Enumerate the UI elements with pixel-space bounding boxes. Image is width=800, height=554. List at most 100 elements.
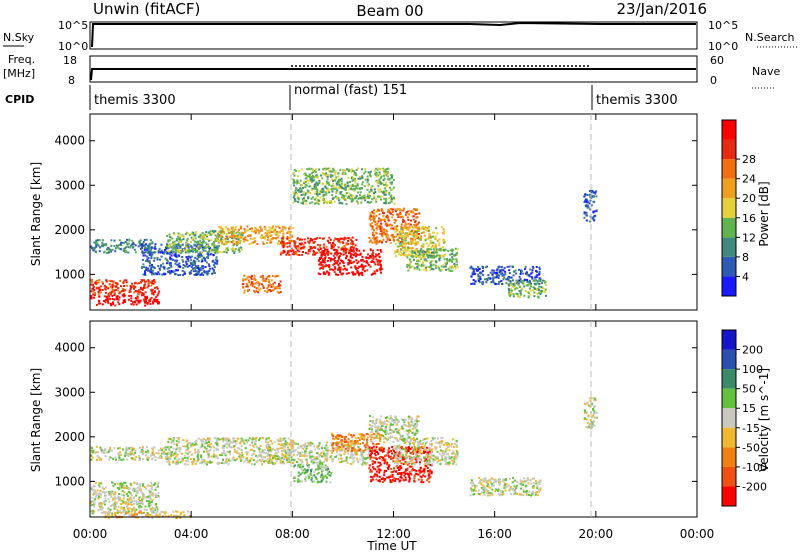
range-cell bbox=[413, 266, 416, 269]
range-cell bbox=[384, 223, 387, 226]
range-cell bbox=[408, 227, 411, 230]
range-cell bbox=[147, 489, 150, 492]
range-cell bbox=[153, 257, 156, 260]
range-cell bbox=[317, 259, 320, 262]
range-cell bbox=[332, 182, 335, 185]
range-cell bbox=[157, 302, 159, 305]
range-cell bbox=[275, 233, 278, 236]
range-cell bbox=[174, 252, 177, 255]
range-cell bbox=[209, 267, 212, 270]
range-cell bbox=[316, 199, 319, 202]
range-cell bbox=[429, 239, 432, 242]
range-cell bbox=[124, 449, 127, 452]
range-cell bbox=[154, 494, 157, 497]
range-cell bbox=[380, 195, 383, 198]
range-cell bbox=[198, 243, 201, 246]
range-cell bbox=[302, 197, 305, 200]
range-cell bbox=[272, 285, 275, 288]
range-cell bbox=[394, 250, 397, 253]
range-cell bbox=[401, 209, 404, 212]
range-cell bbox=[144, 270, 146, 273]
range-cell bbox=[206, 238, 209, 241]
range-cell bbox=[383, 193, 386, 196]
range-cell bbox=[201, 236, 204, 239]
range-cell bbox=[395, 226, 397, 229]
range-cell bbox=[366, 201, 369, 204]
range-cell bbox=[231, 231, 234, 233]
range-cell bbox=[150, 503, 153, 506]
range-cell bbox=[195, 443, 198, 446]
range-cell bbox=[141, 503, 144, 505]
range-cell bbox=[269, 461, 272, 464]
range-cell bbox=[500, 265, 503, 268]
range-cell bbox=[308, 242, 311, 245]
range-cell bbox=[369, 211, 372, 214]
range-cell bbox=[95, 244, 98, 247]
range-cell bbox=[395, 235, 398, 238]
range-cell bbox=[342, 272, 345, 275]
range-cell bbox=[341, 186, 344, 189]
range-cell bbox=[121, 294, 124, 297]
range-cell bbox=[296, 195, 299, 198]
range-cell bbox=[403, 225, 406, 228]
range-cell bbox=[396, 238, 399, 241]
range-cell bbox=[430, 267, 433, 270]
range-cell bbox=[182, 274, 184, 277]
range-cell bbox=[193, 458, 196, 461]
range-cell bbox=[339, 179, 342, 182]
range-cell bbox=[356, 184, 359, 187]
range-cell bbox=[371, 227, 374, 230]
range-cell bbox=[267, 461, 270, 464]
range-cell bbox=[432, 248, 435, 251]
range-cell bbox=[383, 183, 385, 186]
range-cell bbox=[270, 238, 273, 241]
range-cell bbox=[491, 269, 494, 272]
range-cell bbox=[189, 442, 192, 445]
range-cell bbox=[203, 458, 205, 461]
range-cell bbox=[173, 452, 176, 455]
range-cell bbox=[131, 284, 134, 287]
range-cell bbox=[537, 296, 540, 299]
range-cell bbox=[94, 498, 97, 501]
range-cell bbox=[405, 249, 408, 252]
range-cell bbox=[103, 488, 106, 490]
range-cell bbox=[433, 249, 436, 252]
range-cell bbox=[169, 256, 172, 259]
range-cell bbox=[349, 456, 352, 459]
range-cell bbox=[296, 179, 299, 182]
range-cell bbox=[143, 285, 146, 288]
range-cell bbox=[376, 224, 379, 227]
range-cell bbox=[231, 458, 234, 461]
range-cell bbox=[112, 281, 115, 284]
range-cell bbox=[107, 293, 110, 295]
range-cell bbox=[323, 271, 326, 274]
range-cell bbox=[521, 287, 523, 290]
range-cell bbox=[135, 482, 138, 485]
range-cell bbox=[142, 293, 145, 296]
range-cell bbox=[146, 446, 149, 448]
range-cell bbox=[152, 302, 155, 305]
range-cell bbox=[343, 265, 346, 267]
range-cell bbox=[377, 174, 380, 177]
range-cell bbox=[366, 175, 369, 178]
range-cell bbox=[91, 287, 94, 290]
range-cell bbox=[360, 201, 363, 204]
range-cell bbox=[230, 247, 233, 250]
range-cell bbox=[329, 268, 331, 271]
range-cell bbox=[253, 437, 256, 440]
range-cell bbox=[251, 463, 254, 466]
range-cell bbox=[199, 462, 202, 464]
range-cell bbox=[270, 454, 273, 457]
range-cell bbox=[327, 252, 330, 255]
range-cell bbox=[333, 248, 336, 251]
range-cell bbox=[337, 246, 340, 249]
range-cell bbox=[147, 505, 150, 508]
range-cell bbox=[438, 249, 441, 251]
range-cell bbox=[165, 246, 168, 248]
range-cell bbox=[372, 272, 375, 275]
range-cell bbox=[323, 243, 326, 246]
range-cell bbox=[405, 255, 408, 258]
range-cell bbox=[273, 281, 276, 284]
range-cell bbox=[532, 286, 535, 289]
range-cell bbox=[126, 243, 129, 246]
